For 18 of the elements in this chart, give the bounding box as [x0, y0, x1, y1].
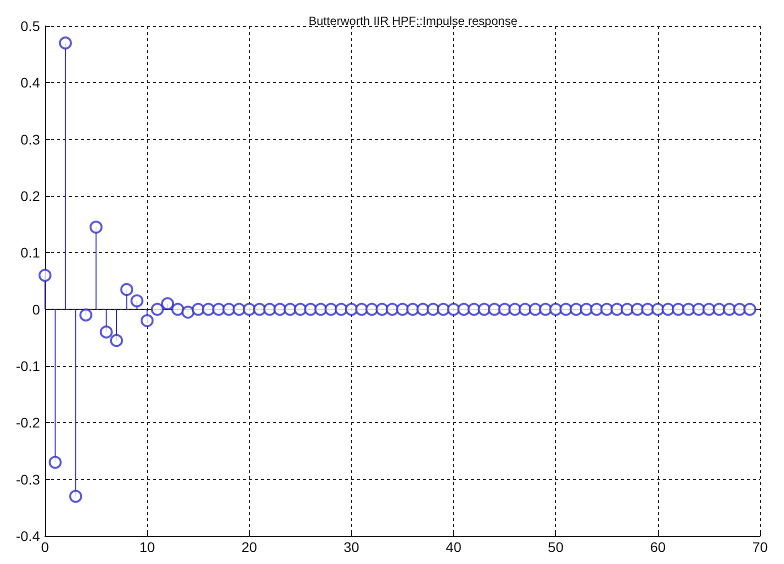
y-tick-label: -0.2 — [16, 414, 40, 431]
y-tick-label: 0.1 — [20, 244, 40, 261]
x-tick-label: 10 — [139, 539, 156, 555]
chart-title: Butterworth IIR HPF::Impulse response — [308, 14, 518, 28]
y-tick-label: -0.4 — [16, 528, 40, 544]
y-tick-label: 0.4 — [20, 74, 40, 91]
x-tick-label: 50 — [548, 539, 564, 555]
y-tick-label: 0 — [32, 301, 40, 318]
y-tick-label: 0.5 — [20, 18, 40, 34]
x-tick-label: 20 — [241, 539, 258, 555]
y-tick-label: 0.3 — [20, 131, 40, 148]
x-tick-label: 30 — [344, 539, 360, 555]
x-tick-label: 60 — [650, 539, 666, 555]
y-tick-label: -0.1 — [16, 358, 40, 374]
y-tick-label: -0.3 — [16, 471, 40, 488]
x-tick-label: 40 — [446, 539, 462, 555]
x-tick-label: 70 — [752, 539, 768, 555]
y-tick-label: 0.2 — [20, 188, 40, 204]
